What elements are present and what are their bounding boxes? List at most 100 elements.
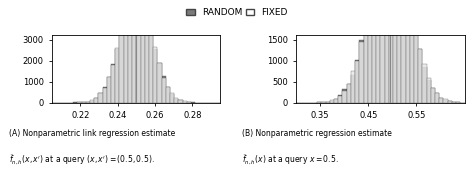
Bar <box>355 61 359 103</box>
Bar <box>326 102 330 103</box>
Bar <box>115 48 119 103</box>
Bar <box>346 84 351 103</box>
Bar <box>128 0 132 103</box>
Bar <box>376 0 380 103</box>
Bar <box>351 75 355 103</box>
Bar <box>107 77 111 103</box>
Bar <box>376 0 380 103</box>
Bar <box>145 13 149 103</box>
Bar <box>326 102 330 103</box>
Bar <box>351 72 355 103</box>
Bar <box>157 63 162 103</box>
Bar <box>397 0 401 103</box>
Legend: RANDOM, FIXED: RANDOM, FIXED <box>183 5 291 21</box>
Bar <box>140 0 145 103</box>
Bar <box>115 49 119 103</box>
Bar <box>355 60 359 103</box>
Bar <box>364 20 368 103</box>
Bar <box>182 101 187 103</box>
Bar <box>107 77 111 103</box>
Bar <box>317 102 321 103</box>
Bar <box>124 11 128 103</box>
Bar <box>178 100 182 103</box>
Bar <box>90 101 94 103</box>
Bar <box>111 65 115 103</box>
Bar <box>178 100 182 103</box>
Bar <box>359 40 364 103</box>
Bar <box>384 0 389 103</box>
Bar <box>191 102 195 103</box>
Bar <box>137 0 140 103</box>
Bar <box>384 0 389 103</box>
Bar <box>128 0 132 103</box>
Bar <box>166 87 170 103</box>
Bar <box>103 88 107 103</box>
Bar <box>368 0 372 103</box>
Bar <box>137 0 140 103</box>
Bar <box>456 102 460 103</box>
Bar <box>447 101 452 103</box>
Bar <box>90 100 94 103</box>
Bar <box>389 0 393 103</box>
Bar <box>372 0 376 103</box>
Bar <box>124 15 128 103</box>
Bar <box>456 102 460 103</box>
Bar <box>153 48 157 103</box>
Bar <box>99 93 103 103</box>
Bar <box>77 102 82 103</box>
Bar <box>330 101 334 103</box>
Bar <box>359 42 364 103</box>
Bar <box>380 0 384 103</box>
Bar <box>187 102 191 103</box>
Bar <box>334 99 338 103</box>
Bar <box>418 49 422 103</box>
Bar <box>170 94 174 103</box>
Bar <box>119 30 124 103</box>
Bar <box>174 98 178 103</box>
Bar <box>444 99 447 103</box>
Bar <box>406 0 410 103</box>
Bar <box>94 98 99 103</box>
Bar <box>99 93 103 103</box>
Bar <box>439 98 444 103</box>
Bar <box>406 0 410 103</box>
Bar <box>145 15 149 103</box>
Bar <box>170 93 174 103</box>
Bar <box>321 102 326 103</box>
Bar <box>82 102 86 103</box>
Bar <box>444 100 447 103</box>
Bar <box>439 98 444 103</box>
Bar <box>414 28 418 103</box>
Text: $\widehat{f}_{n,h}(x, x')$ at a query $(x, x') = (0.5, 0.5)$.: $\widehat{f}_{n,h}(x, x')$ at a query $(… <box>9 152 155 167</box>
Bar <box>82 102 86 103</box>
Bar <box>103 87 107 103</box>
Bar <box>364 21 368 103</box>
Bar <box>182 102 187 103</box>
Bar <box>422 67 427 103</box>
Bar <box>166 87 170 103</box>
Bar <box>338 95 343 103</box>
Bar <box>389 0 393 103</box>
Bar <box>401 0 406 103</box>
Bar <box>410 7 414 103</box>
Bar <box>149 30 153 103</box>
Bar <box>149 32 153 103</box>
Text: (B) Nonparametric regression estimate: (B) Nonparametric regression estimate <box>242 129 392 138</box>
Bar <box>431 88 435 103</box>
Text: (A) Nonparametric link regression estimate: (A) Nonparametric link regression estima… <box>9 129 176 138</box>
Bar <box>346 84 351 103</box>
Bar <box>410 6 414 103</box>
Bar <box>447 101 452 103</box>
Bar <box>452 102 456 103</box>
Bar <box>132 0 137 103</box>
Text: $\widehat{f}_{n,h}(x)$ at a query $x = 0.5$.: $\widehat{f}_{n,h}(x)$ at a query $x = 0… <box>242 152 338 167</box>
Bar <box>73 102 77 103</box>
Bar <box>343 88 346 103</box>
Bar <box>334 99 338 103</box>
Bar <box>153 47 157 103</box>
Bar <box>330 100 334 103</box>
Bar <box>321 102 326 103</box>
Bar <box>119 30 124 103</box>
Bar <box>132 0 137 103</box>
Bar <box>368 0 372 103</box>
